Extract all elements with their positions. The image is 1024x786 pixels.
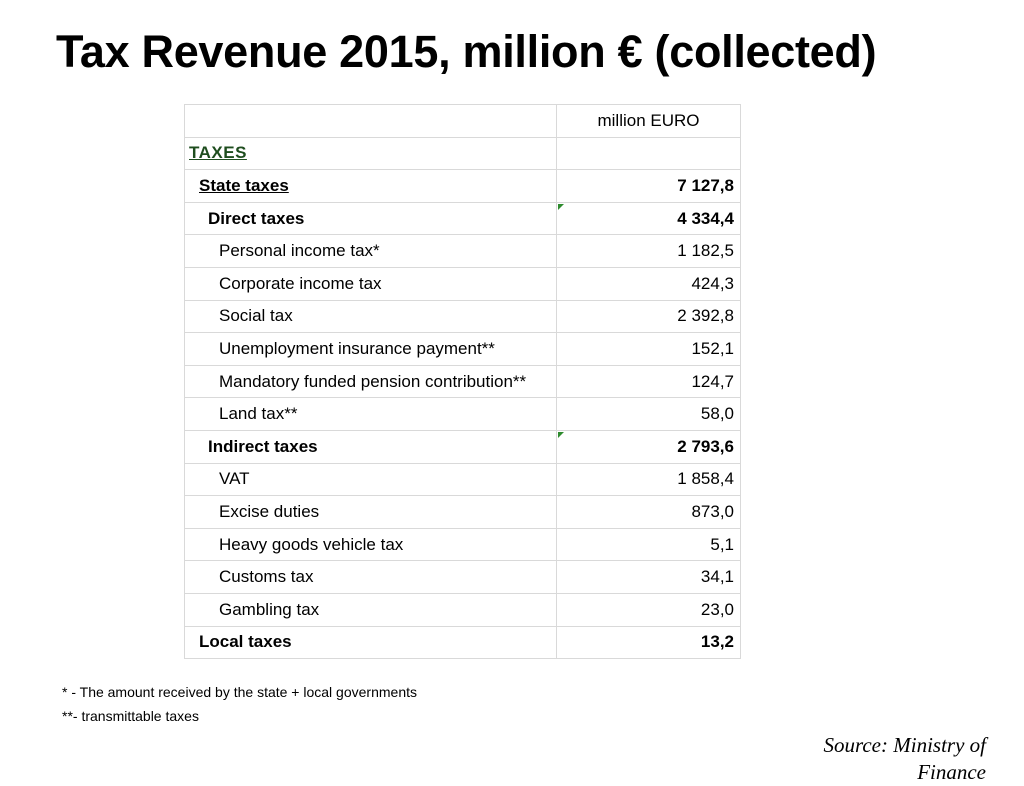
table-cell-empty — [556, 136, 741, 171]
table-row: Customs tax 34,1 — [184, 560, 741, 594]
row-label: Personal income tax* — [184, 234, 557, 268]
page-title: Tax Revenue 2015, million € (collected) — [56, 26, 877, 77]
row-label: Customs tax — [184, 560, 557, 594]
row-label: Gambling tax — [184, 592, 557, 627]
row-value: 34,1 — [556, 560, 741, 594]
row-value: 23,0 — [556, 592, 741, 627]
row-value: 5,1 — [556, 527, 741, 562]
unit-header: million EURO — [556, 104, 741, 138]
table-row: Heavy goods vehicle tax 5,1 — [184, 527, 741, 562]
row-label: Excise duties — [184, 495, 557, 529]
table-row: Corporate income tax 424,3 — [184, 266, 741, 301]
row-value: 1 182,5 — [556, 234, 741, 268]
table-row: Personal income tax* 1 182,5 — [184, 234, 741, 268]
table-header-row: million EURO — [184, 104, 741, 138]
row-value: 58,0 — [556, 397, 741, 431]
row-label: VAT — [184, 462, 557, 497]
table-row: Gambling tax 23,0 — [184, 592, 741, 627]
row-label: Direct taxes — [184, 201, 557, 236]
row-value: 7 127,8 — [556, 169, 741, 203]
row-value: 2 392,8 — [556, 299, 741, 334]
table-row-state-taxes: State taxes 7 127,8 — [184, 169, 741, 203]
table-row: VAT 1 858,4 — [184, 462, 741, 497]
row-value: 4 334,4 — [556, 201, 741, 236]
row-value: 424,3 — [556, 266, 741, 301]
table-row-direct-taxes: Direct taxes 4 334,4 — [184, 201, 741, 236]
footnote-single-star: * - The amount received by the state + l… — [62, 684, 417, 700]
row-label: Social tax — [184, 299, 557, 334]
table-row: TAXES — [184, 136, 741, 171]
source-line-2: Finance — [917, 760, 986, 784]
row-value: 1 858,4 — [556, 462, 741, 497]
row-label: State taxes — [184, 169, 557, 203]
cell-comment-marker-icon — [558, 431, 564, 438]
row-label: Heavy goods vehicle tax — [184, 527, 557, 562]
row-value: 152,1 — [556, 332, 741, 366]
table-row-local-taxes: Local taxes 13,2 — [184, 625, 741, 660]
section-label: TAXES — [184, 136, 557, 171]
source-line-1: Source: Ministry of — [823, 733, 986, 757]
table-cell-empty — [184, 104, 557, 138]
table-row: Excise duties 873,0 — [184, 495, 741, 529]
row-label: Unemployment insurance payment** — [184, 332, 557, 366]
footnote-double-star: **- transmittable taxes — [62, 708, 199, 724]
row-value: 13,2 — [556, 625, 741, 660]
row-label: Corporate income tax — [184, 266, 557, 301]
table-row-indirect-taxes: Indirect taxes 2 793,6 — [184, 429, 741, 464]
row-label: Mandatory funded pension contribution** — [184, 364, 557, 399]
row-value: 124,7 — [556, 364, 741, 399]
table-row: Social tax 2 392,8 — [184, 299, 741, 334]
table-row: Land tax** 58,0 — [184, 397, 741, 431]
row-label: Local taxes — [184, 625, 557, 660]
table-row: Mandatory funded pension contribution** … — [184, 364, 741, 399]
tax-revenue-table: million EURO TAXES State taxes 7 127,8 D… — [184, 104, 741, 660]
row-value: 873,0 — [556, 495, 741, 529]
row-value: 2 793,6 — [556, 429, 741, 464]
table-row: Unemployment insurance payment** 152,1 — [184, 332, 741, 366]
cell-comment-marker-icon — [558, 203, 564, 210]
source-credit: Source: Ministry of Finance — [766, 732, 986, 786]
row-label: Land tax** — [184, 397, 557, 431]
row-label: Indirect taxes — [184, 429, 557, 464]
